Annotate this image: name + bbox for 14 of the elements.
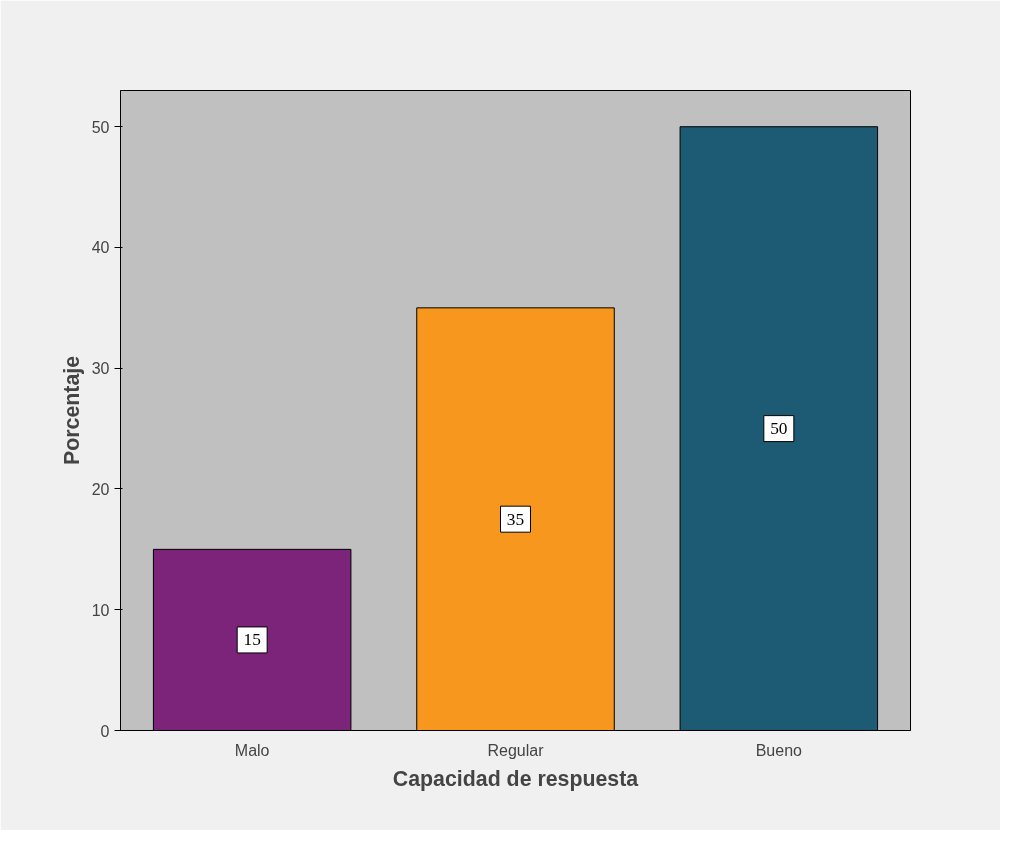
y-tick-label: 50 xyxy=(91,118,110,136)
data-label: 35 xyxy=(506,509,525,529)
x-tick-label: Malo xyxy=(234,741,270,759)
y-tick-label: 30 xyxy=(91,360,110,378)
x-axis-title: Capacidad de respuesta xyxy=(392,766,639,791)
y-tick-label: 0 xyxy=(100,722,110,740)
data-label: 15 xyxy=(243,630,261,650)
x-tick-label: Bueno xyxy=(755,741,803,759)
y-tick-label: 10 xyxy=(91,601,110,619)
y-axis-title: Porcentaje xyxy=(59,355,84,466)
y-tick-label: 20 xyxy=(91,480,110,498)
y-tick-label: 40 xyxy=(91,239,110,257)
x-tick-label: Regular xyxy=(487,741,545,759)
data-label: 50 xyxy=(770,419,788,439)
